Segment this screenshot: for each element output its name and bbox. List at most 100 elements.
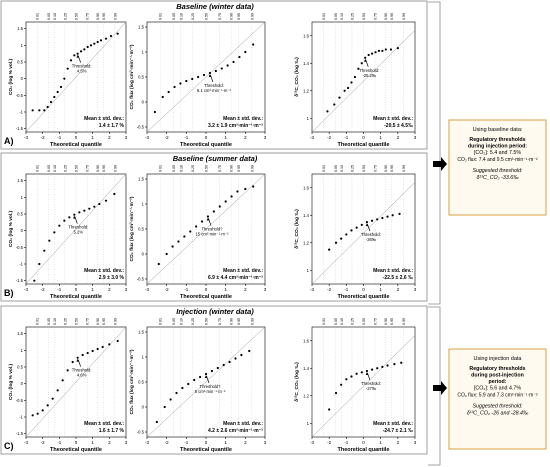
data-point bbox=[86, 45, 89, 49]
top-tick-label: 0.99 bbox=[402, 318, 406, 325]
y-tick-label: 1 bbox=[307, 421, 310, 426]
callout-box-2: Using injection data Regulatory threshold… bbox=[448, 348, 547, 450]
x-tick-label: 0 bbox=[205, 287, 208, 292]
data-point bbox=[376, 367, 379, 370]
y-tick-label: 1 bbox=[307, 268, 310, 273]
top-tick-label: 0.75 bbox=[86, 318, 90, 325]
data-point bbox=[93, 42, 96, 45]
data-point bbox=[210, 369, 213, 373]
top-tick-label: 0.99 bbox=[250, 318, 254, 325]
threshold-label: Threshold: bbox=[68, 225, 88, 230]
y-tick-label: 1 bbox=[21, 348, 24, 353]
data-point bbox=[367, 53, 370, 57]
threshold-label: Threshold: bbox=[204, 83, 224, 88]
y-tick-label: 0 bbox=[142, 252, 145, 257]
data-point bbox=[389, 48, 393, 51]
data-point bbox=[51, 397, 54, 400]
x-tick-label: -1 bbox=[344, 287, 348, 292]
row-frame bbox=[0, 0, 428, 150]
data-point bbox=[49, 100, 53, 104]
reference-line bbox=[146, 21, 266, 133]
callout-suggested-value: δ¹³C_CO₂ -33.6‰ bbox=[476, 175, 519, 181]
callout-suggested: Suggested threshold: bbox=[472, 404, 523, 410]
data-point bbox=[181, 386, 184, 390]
mean-label: Mean ± std. dev.: bbox=[373, 421, 413, 427]
data-point bbox=[191, 77, 194, 81]
data-point bbox=[56, 389, 59, 392]
mean-value: 1.6 ± 1.7 % bbox=[99, 428, 125, 434]
x-tick-label: 0 bbox=[362, 440, 365, 445]
top-tick-label: 0.01 bbox=[159, 165, 163, 172]
top-tick-label: 0.01 bbox=[36, 318, 40, 325]
threshold-label: 4.6% bbox=[77, 373, 87, 378]
row-b: Baseline (summer data)B)0.01 0.05 0.10 0.25… bbox=[0, 152, 428, 302]
callout-box-1: Using baseline data: Regulatory threshold… bbox=[448, 119, 547, 216]
data-point bbox=[365, 221, 369, 224]
reference-line bbox=[25, 173, 127, 285]
data-point bbox=[195, 225, 198, 228]
top-tick-label: 0.99 bbox=[250, 13, 254, 20]
data-point bbox=[238, 55, 241, 59]
top-tick-label: 0.50 bbox=[205, 318, 209, 325]
x-axis-label: Theoretical quantile bbox=[180, 142, 232, 148]
threshold-arrowhead bbox=[365, 372, 369, 375]
x-tick-label: 2 bbox=[244, 287, 247, 292]
mean-label: Mean ± std. dev.: bbox=[223, 268, 263, 274]
data-point bbox=[376, 218, 379, 221]
x-axis-label: Theoretical quantile bbox=[338, 294, 390, 300]
y-axis-label: CO₂ (log % vol.) bbox=[8, 58, 14, 95]
x-tick-label: 3 bbox=[414, 135, 417, 140]
top-tick-label: 0.50 bbox=[75, 165, 79, 172]
data-point bbox=[343, 89, 346, 92]
x-tick-label: 0 bbox=[205, 440, 208, 445]
row-tag: C) bbox=[4, 441, 14, 451]
data-point bbox=[31, 109, 34, 112]
data-point bbox=[66, 369, 69, 372]
data-point bbox=[88, 207, 91, 210]
top-tick-label: 0.50 bbox=[362, 318, 366, 325]
x-tick-label: -1 bbox=[344, 440, 348, 445]
bracket-b bbox=[428, 150, 441, 305]
data-point bbox=[89, 44, 93, 47]
reference-line bbox=[146, 326, 266, 438]
x-tick-label: 1 bbox=[224, 135, 227, 140]
x-tick-label: 2 bbox=[397, 440, 400, 445]
top-tick-label: 0.50 bbox=[75, 13, 79, 20]
x-tick-label: -2 bbox=[165, 287, 169, 292]
data-point bbox=[197, 75, 200, 79]
data-point bbox=[167, 90, 170, 94]
data-point bbox=[381, 49, 384, 52]
mean-value: 2.9 ± 3.0 % bbox=[99, 275, 125, 281]
x-tick-label: 0 bbox=[362, 287, 365, 292]
x-tick-label: 1 bbox=[224, 440, 227, 445]
top-tick-label: 0.05 bbox=[172, 165, 176, 172]
top-tick-label: 0.05 bbox=[334, 318, 338, 325]
top-tick-label: 0.25 bbox=[350, 13, 354, 20]
panel-b-iso: 0.01 0.05 0.10 0.25 0.50 0.75 0.90 0.95 0.99 -3 -2… bbox=[294, 165, 417, 300]
x-tick-label: -2 bbox=[41, 440, 45, 445]
y-tick-label: 1.6 bbox=[303, 33, 309, 38]
data-point bbox=[83, 48, 86, 51]
data-point bbox=[91, 349, 94, 353]
y-tick-label: 0 bbox=[21, 228, 24, 233]
x-axis-label: Theoretical quantile bbox=[50, 142, 102, 148]
data-point bbox=[226, 64, 229, 67]
data-point bbox=[171, 245, 174, 248]
data-point bbox=[173, 85, 176, 89]
top-tick-label: 0.01 bbox=[322, 165, 326, 172]
top-tick-label: 0.90 bbox=[384, 318, 388, 325]
data-point bbox=[93, 205, 96, 208]
y-tick-label: -1 bbox=[19, 415, 23, 420]
callout-arrow-icon bbox=[433, 381, 447, 395]
y-tick-label: 1.6 bbox=[303, 185, 309, 190]
top-tick-label: 0.05 bbox=[334, 13, 338, 20]
top-tick-label: 0.10 bbox=[53, 165, 57, 172]
top-tick-label: 0.25 bbox=[350, 165, 354, 172]
x-tick-label: 1 bbox=[91, 287, 94, 292]
data-point bbox=[53, 231, 56, 234]
data-point bbox=[370, 52, 374, 55]
data-point bbox=[116, 339, 119, 343]
y-tick-label: 1.6 bbox=[303, 338, 309, 343]
data-point bbox=[109, 34, 113, 38]
callout-subheading: Regulatory thresholds bbox=[469, 137, 525, 143]
